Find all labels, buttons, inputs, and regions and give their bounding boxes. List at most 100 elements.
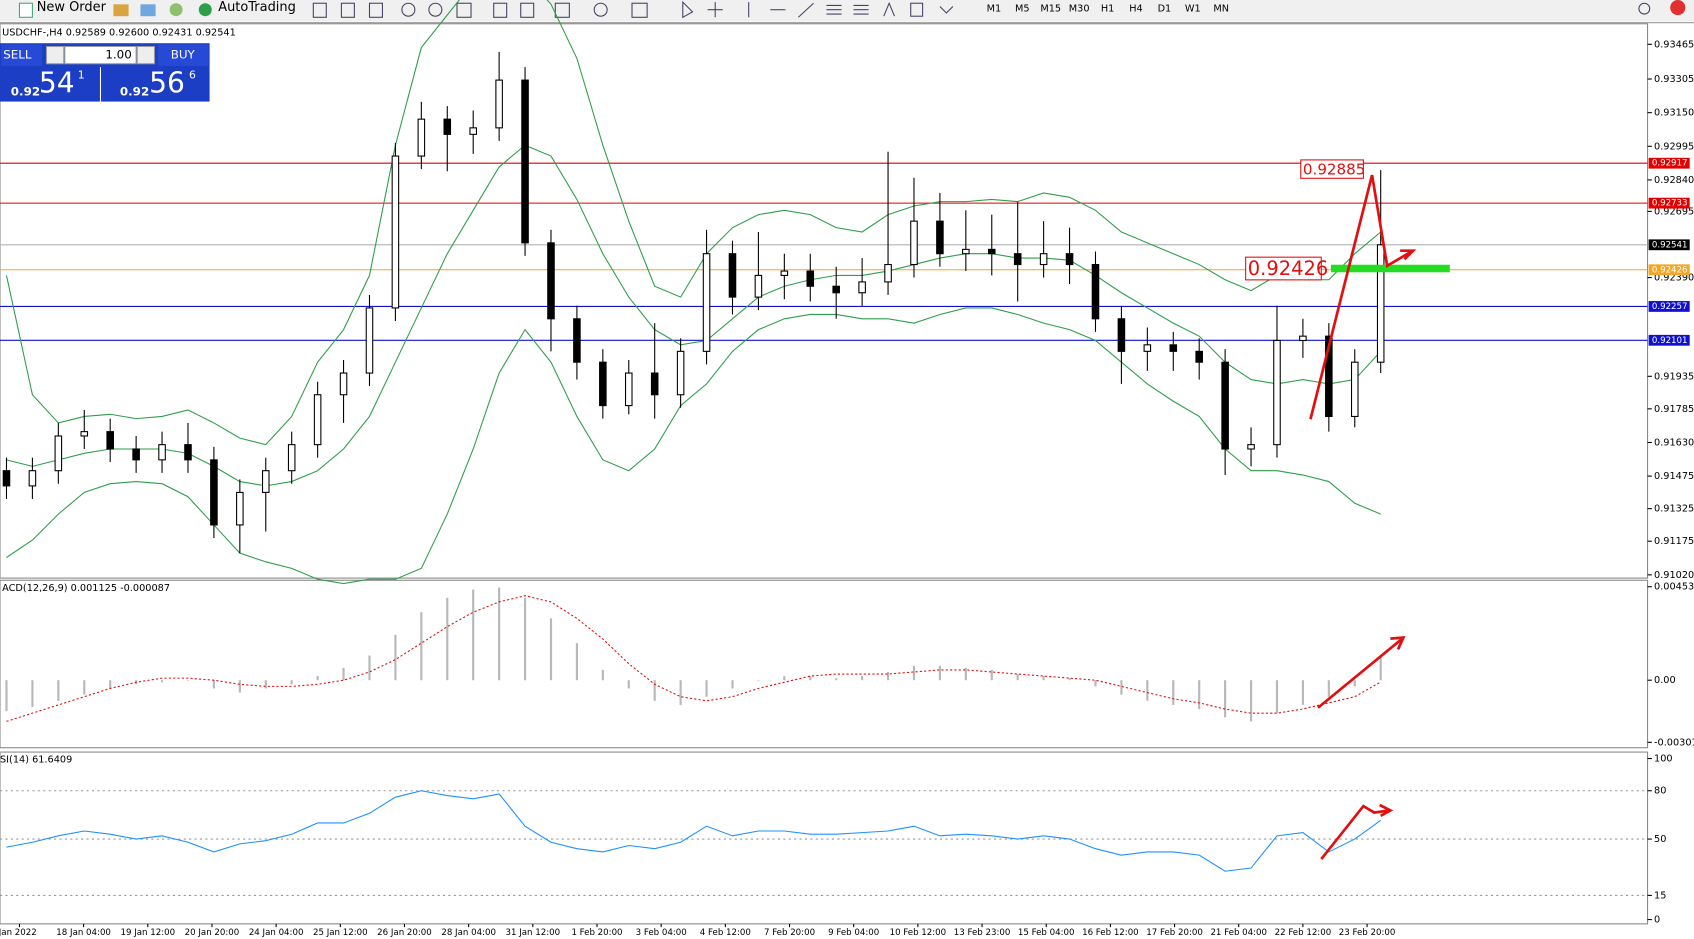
x-tick-label: 4 Feb 12:00 xyxy=(700,928,751,938)
new-order-icon[interactable] xyxy=(18,2,33,18)
macd-bar xyxy=(575,643,578,681)
macd-label: ACD(12,26,9) 0.001125 -0.000087 xyxy=(2,583,170,594)
fibonacci[interactable] xyxy=(853,4,869,15)
x-tick-label: 19 Jan 12:00 xyxy=(120,928,175,938)
macd-bar xyxy=(186,680,190,681)
macd-bar xyxy=(1016,674,1019,681)
macd-bar xyxy=(705,680,708,697)
y-tick-label: 0.91325 xyxy=(1654,504,1694,515)
autotrading-icon[interactable] xyxy=(198,3,212,17)
candle-body xyxy=(158,444,166,461)
y-tick-label: 0.91630 xyxy=(1654,437,1694,448)
x-tick-label: 17 Feb 20:00 xyxy=(1146,928,1203,938)
bid-pips[interactable]: 54 xyxy=(39,66,75,99)
timeframe-button[interactable]: D1 xyxy=(1158,4,1172,15)
x-tick-label: 3 Feb 04:00 xyxy=(636,928,687,938)
candle-body xyxy=(936,220,944,255)
rsi-arrow xyxy=(1320,804,1390,860)
text-tool[interactable] xyxy=(883,1,896,17)
candle-body xyxy=(2,470,11,487)
notification-badge[interactable] xyxy=(1670,0,1686,16)
lot-value: 1.00 xyxy=(105,48,131,62)
tool-icon[interactable] xyxy=(520,2,535,18)
macd-bar xyxy=(1042,676,1045,681)
candle-body xyxy=(1195,350,1203,363)
candle-body xyxy=(806,270,815,287)
macd-bar xyxy=(912,665,916,681)
candle-body xyxy=(521,79,529,244)
toolbar xyxy=(0,0,1694,22)
rsi-line xyxy=(6,790,1382,872)
macd-bar xyxy=(1249,680,1253,722)
candle-body xyxy=(987,248,996,255)
periods[interactable] xyxy=(593,2,608,17)
macd-bar xyxy=(212,680,215,689)
tool-icon[interactable] xyxy=(340,2,355,18)
tool-icon[interactable] xyxy=(368,2,383,18)
x-tick-label: 15 Feb 04:00 xyxy=(1018,928,1075,938)
price-annotation: 0.92885 xyxy=(1303,161,1365,179)
timeframe-button[interactable]: MN xyxy=(1213,4,1229,15)
candle-body xyxy=(1221,361,1229,450)
trend-line[interactable] xyxy=(798,2,814,18)
candle-body xyxy=(650,372,659,396)
channel[interactable] xyxy=(826,4,842,15)
lot-input[interactable] xyxy=(64,45,137,65)
level-label: 0.92101 xyxy=(1652,336,1688,346)
x-tick-label: 24 Jan 04:00 xyxy=(249,928,304,938)
level-label: 0.92733 xyxy=(1652,199,1688,209)
timeframe-button[interactable]: M30 xyxy=(1069,4,1090,15)
tool-icon[interactable] xyxy=(493,2,508,18)
arrow-head xyxy=(1379,803,1394,817)
bid-big: 0.92 xyxy=(11,84,40,98)
x-tick-label: Jan 2022 xyxy=(0,928,37,938)
candle-body xyxy=(28,470,37,487)
timeframe-button[interactable]: H4 xyxy=(1129,4,1142,15)
arrows-tool[interactable] xyxy=(939,6,954,14)
lot-down[interactable] xyxy=(45,45,65,65)
macd-bar xyxy=(1327,680,1330,697)
search[interactable] xyxy=(1638,2,1651,15)
templates[interactable] xyxy=(631,2,648,18)
bollinger-lower xyxy=(6,307,1381,585)
ask-pips[interactable]: 56 xyxy=(149,66,185,99)
cursor[interactable] xyxy=(682,0,694,19)
chart-header: USDCHF-,H4 0.92589 0.92600 0.92431 0.925… xyxy=(2,27,236,38)
macd-bar xyxy=(1146,680,1149,701)
zoom-in[interactable] xyxy=(401,2,416,17)
timeframe-button[interactable]: M15 xyxy=(1040,4,1061,15)
macd-bar xyxy=(783,676,786,681)
toolbar-icon[interactable] xyxy=(113,4,129,17)
y-tick-label: 50 xyxy=(1654,834,1666,845)
label-tool[interactable] xyxy=(910,2,924,17)
macd-bar xyxy=(886,671,890,681)
macd-bar xyxy=(601,669,604,681)
zoom-out[interactable] xyxy=(428,2,443,17)
candle-body xyxy=(106,431,114,450)
crosshair[interactable] xyxy=(707,2,723,18)
autotrading-button[interactable]: AutoTrading xyxy=(218,0,296,15)
x-tick-label: 9 Feb 04:00 xyxy=(828,928,879,938)
x-tick-label: 25 Jan 12:00 xyxy=(313,928,368,938)
buy-button[interactable] xyxy=(157,44,209,66)
price-arrow xyxy=(1309,174,1412,420)
lot-up[interactable] xyxy=(136,45,156,65)
candle-body xyxy=(80,431,89,437)
timeframe-button[interactable]: H1 xyxy=(1101,4,1114,15)
indicators[interactable] xyxy=(554,2,570,18)
price-pane xyxy=(0,23,1649,579)
level-tag xyxy=(1648,301,1690,312)
timeframe-button[interactable]: W1 xyxy=(1185,4,1201,15)
tile-windows[interactable] xyxy=(456,2,472,18)
candle-body xyxy=(132,448,140,461)
sell-button[interactable] xyxy=(1,44,43,66)
timeframe-button[interactable]: M1 xyxy=(987,4,1002,15)
tool-icon[interactable] xyxy=(312,2,327,18)
new-order-button[interactable]: New Order xyxy=(37,0,107,15)
toolbar-icon[interactable] xyxy=(140,4,156,17)
toolbar-icon[interactable] xyxy=(169,3,183,17)
price-annotation-box xyxy=(1300,159,1364,179)
timeframe-button[interactable]: M5 xyxy=(1015,4,1030,15)
toolbar-tools xyxy=(312,0,1651,19)
